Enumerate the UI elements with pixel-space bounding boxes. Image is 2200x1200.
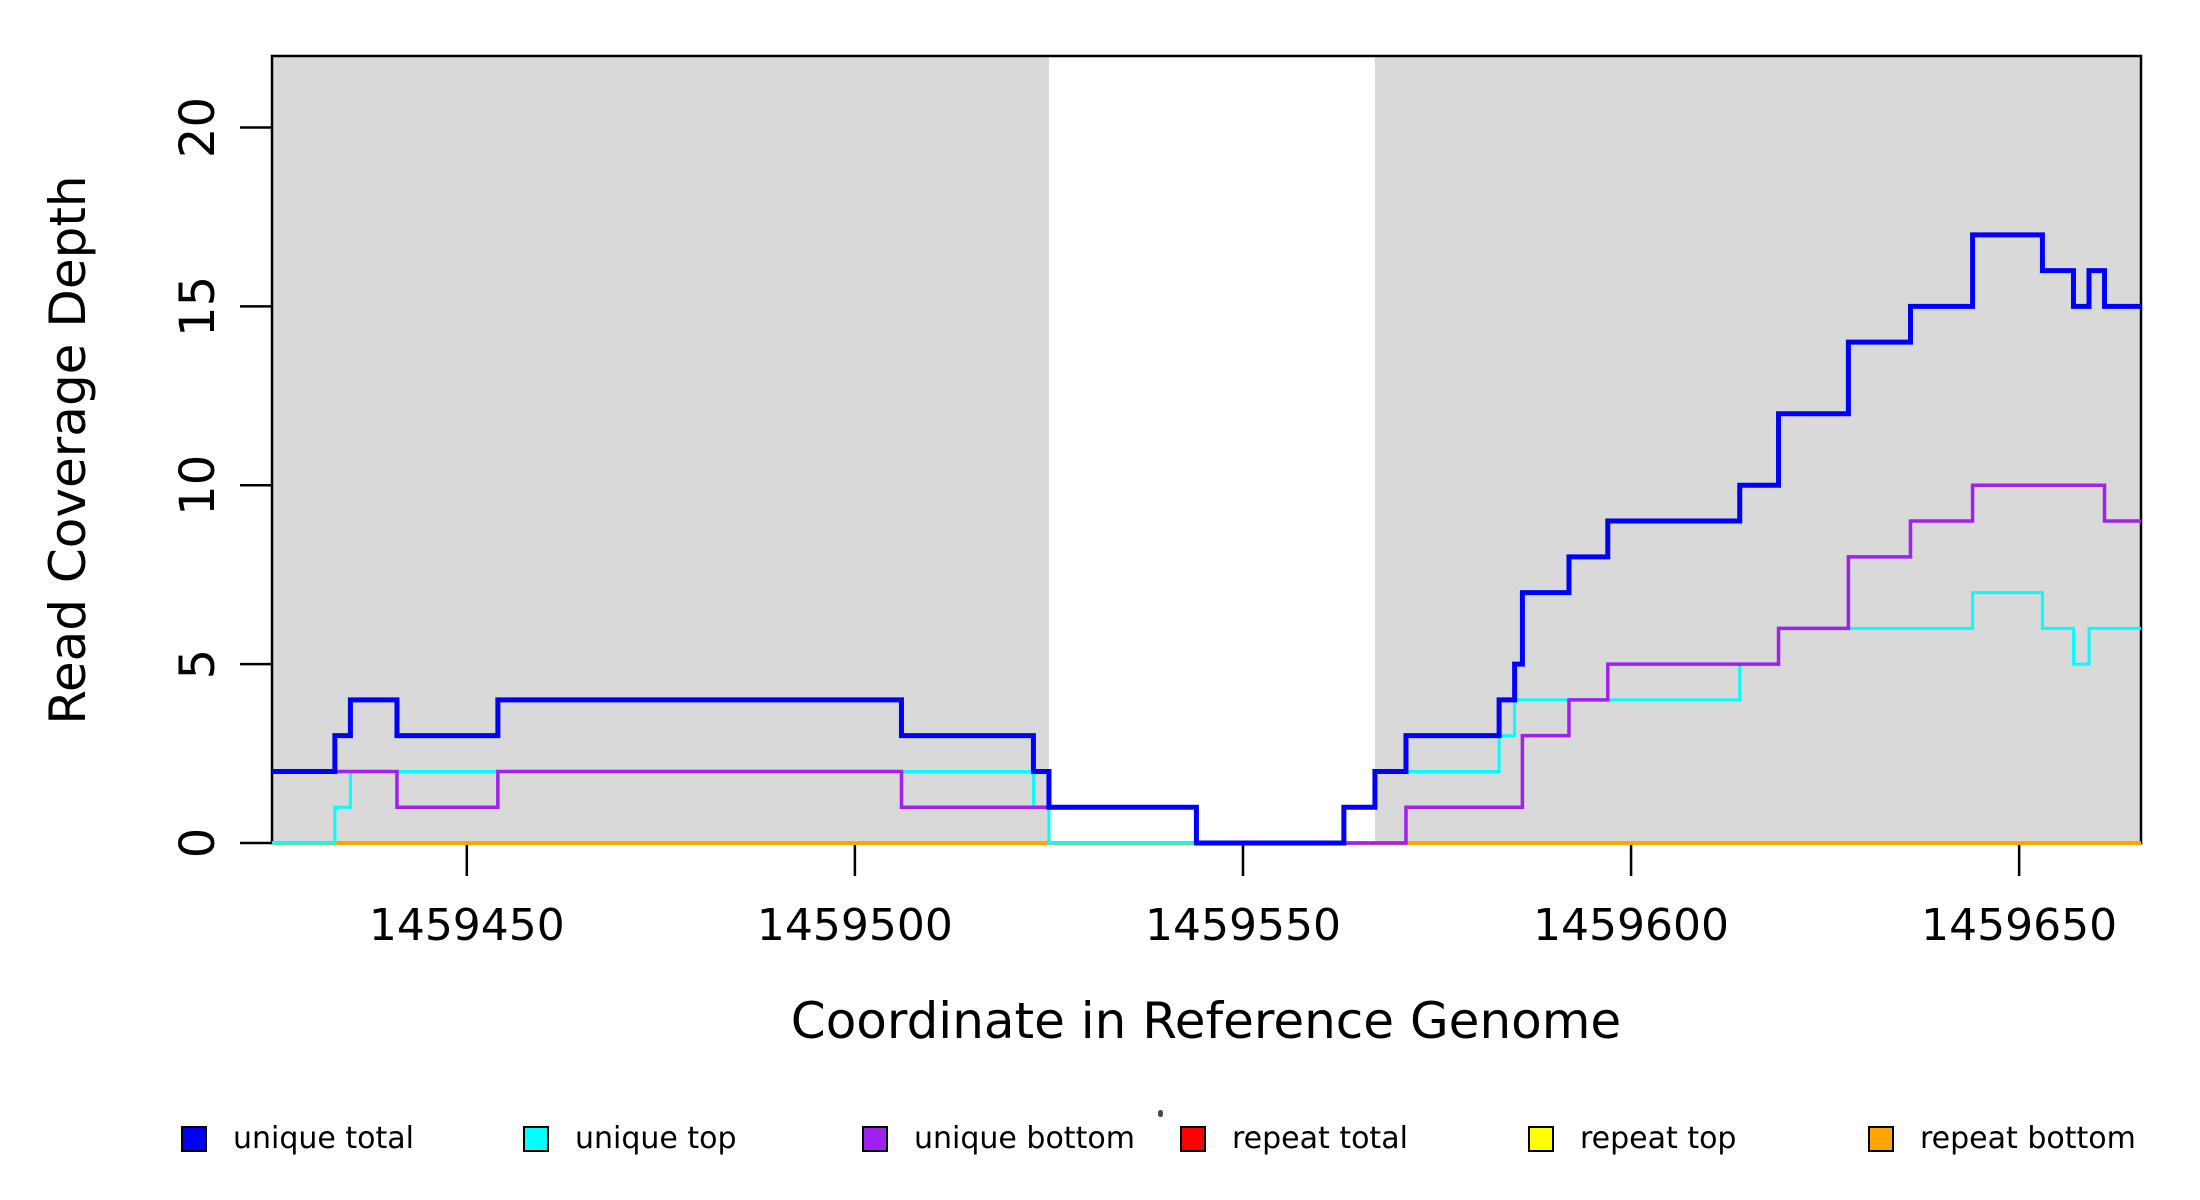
coverage-step-lines: [272, 232, 2141, 846]
legend-swatch-unique-bottom: [862, 1125, 888, 1152]
stray-mark: [1158, 1110, 1163, 1117]
shaded-region: [272, 56, 1049, 843]
legend-item-unique-top: unique top: [523, 1121, 737, 1156]
shaded-regions: [272, 56, 2141, 843]
legend-label: repeat total: [1232, 1121, 1408, 1156]
y-tick-label: 20: [170, 97, 226, 158]
legend-swatch-unique-total: [181, 1125, 207, 1152]
legend: unique total unique top unique bottom repea…: [0, 1121, 2200, 1181]
legend-item-unique-total: unique total: [181, 1121, 414, 1156]
legend-swatch-repeat-top: [1528, 1125, 1554, 1152]
series-unique-total: [272, 232, 2141, 846]
legend-item-unique-bottom: unique bottom: [862, 1121, 1135, 1156]
y-tick-label: 15: [170, 276, 226, 337]
y-axis-ticks: 0 5 10 15 20: [170, 97, 272, 858]
legend-item-repeat-bottom: repeat bottom: [1868, 1121, 2136, 1156]
legend-label: unique total: [233, 1121, 415, 1156]
shaded-region: [1374, 56, 2141, 843]
legend-item-repeat-total: repeat total: [1180, 1121, 1408, 1156]
x-tick-label: 1459600: [1533, 900, 1729, 951]
legend-swatch-repeat-bottom: [1868, 1125, 1894, 1152]
x-tick-label: 1459650: [1921, 900, 2117, 951]
x-tick-label: 1459500: [757, 900, 953, 951]
legend-label: unique top: [575, 1121, 737, 1156]
y-axis-title: Read Coverage Depth: [39, 175, 97, 724]
legend-swatch-unique-top: [523, 1125, 549, 1152]
legend-label: unique bottom: [914, 1121, 1135, 1156]
legend-item-repeat-top: repeat top: [1528, 1121, 1736, 1156]
series-unique-bottom: [272, 483, 2141, 845]
x-axis-ticks: 1459450 1459500 1459550 1459600 1459650: [369, 843, 2117, 951]
y-tick-label: 10: [170, 455, 226, 516]
legend-label: repeat bottom: [1920, 1121, 2136, 1156]
legend-swatch-repeat-total: [1180, 1125, 1206, 1152]
x-axis-title: Coordinate in Reference Genome: [791, 992, 1621, 1050]
y-tick-label: 5: [170, 649, 226, 680]
x-tick-label: 1459550: [1145, 900, 1341, 951]
x-tick-label: 1459450: [369, 900, 565, 951]
legend-label: repeat top: [1580, 1121, 1737, 1156]
y-tick-label: 0: [170, 828, 226, 859]
series-unique-top: [272, 591, 2141, 845]
